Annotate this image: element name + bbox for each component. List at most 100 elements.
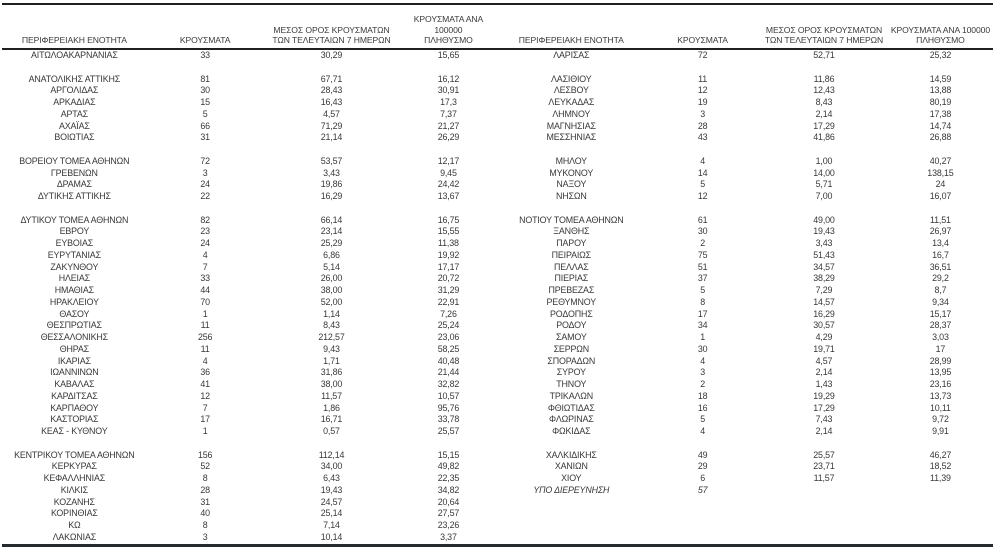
region-cell-right: ΧΙΟΥ: [561, 473, 582, 483]
region-cell-right: ΦΩΚΙΔΑΣ: [552, 426, 591, 436]
region-cell-right: ΜΑΓΝΗΣΙΑΣ: [546, 120, 596, 131]
avg7-cell-right: 4,57: [815, 355, 833, 366]
cases-cell-right: 3: [700, 108, 705, 119]
region-cell-left: ΙΩΑΝΝΙΝΩΝ: [50, 367, 99, 378]
cases-cell-left: 52: [200, 461, 210, 472]
avg7-cell-right: [760, 62, 888, 74]
cases-cell-right: 6: [700, 473, 705, 483]
table-row: ΙΩΑΝΝΙΝΩΝ 36 31,86 21,44 ΣΥΡΟΥ 3 2,14 13…: [2, 367, 993, 379]
region-cell-right: [497, 144, 645, 156]
region-cell-right: ΝΑΞΟΥ: [556, 179, 587, 190]
avg7-cell-left: 16,43: [320, 97, 343, 107]
avg7-cell-right: 30,57: [813, 320, 835, 331]
table-row: [2, 203, 993, 215]
per100k-cell-left: 20,64: [437, 496, 460, 507]
header-per100k-right-line1: ΚΡΟΥΣΜΑΤΑ ΑΝΑ 100000: [890, 24, 991, 35]
avg7-cell-left: 71,29: [320, 120, 343, 131]
per100k-cell-right: 26,97: [929, 226, 952, 237]
header-per100k-left-line1: ΚΡΟΥΣΜΑΤΑ ΑΝΑ 100000: [413, 14, 484, 35]
avg7-cell-right: 7,43: [815, 414, 833, 425]
cases-cell-left: 4: [202, 249, 208, 260]
cases-cell-right: 19: [697, 97, 708, 107]
cases-cell-right: 16: [697, 402, 708, 413]
per100k-cell-left: 3,37: [440, 531, 457, 542]
per100k-cell-right: 17: [935, 343, 946, 354]
avg7-cell-left: [264, 62, 400, 74]
avg7-cell-right: 51,43: [813, 249, 835, 260]
cases-cell-left: 1: [202, 426, 208, 436]
cases-cell-right: 51: [697, 261, 708, 272]
per100k-cell-left: 27,57: [437, 508, 460, 519]
avg7-cell-left: 8,43: [323, 320, 340, 331]
per100k-cell-right: 10,11: [930, 402, 951, 413]
region-cell-left: ΗΛΕΙΑΣ: [58, 273, 90, 284]
table-row: ΚΟΡΙΝΘΙΑΣ 40 25,14 27,57: [2, 508, 993, 520]
region-cell-left: ΚΕΡΚΥΡΑΣ: [51, 461, 97, 472]
cases-cell-left: 256: [197, 332, 213, 342]
cases-cell-right: 57: [697, 484, 708, 495]
cases-cell-left: 7: [202, 402, 208, 413]
region-cell-right: ΠΙΕΡΙΑΣ: [554, 273, 589, 284]
cases-cell-left: 81: [200, 73, 210, 84]
per100k-cell-left: [399, 438, 497, 450]
table-row: ΗΜΑΘΙΑΣ 44 38,00 31,29 ΠΡΕΒΕΖΑΣ 5 7,29 8…: [2, 285, 993, 297]
cases-cell-left: 23: [200, 226, 210, 237]
avg7-cell-right: 52,71: [813, 50, 835, 60]
cases-cell-right: 5: [700, 285, 705, 295]
per100k-cell-right: [888, 508, 993, 520]
per100k-cell-left: 15,65: [437, 50, 460, 60]
cases-cell-left: 8: [202, 520, 208, 530]
avg7-cell-left: 6,43: [323, 473, 340, 483]
table-row: [2, 62, 993, 74]
region-cell-right: ΣΥΡΟΥ: [556, 367, 586, 378]
cases-cell-right: 28: [697, 120, 708, 131]
avg7-cell-right: 1,43: [815, 379, 833, 389]
region-cell-right: ΣΕΡΡΩΝ: [553, 343, 590, 354]
per100k-cell-right: 11,39: [930, 473, 951, 483]
header-region-right-label: ΠΕΡΙΦΕΡΕΙΑΚΗ ΕΝΟΤΗΤΑ: [518, 35, 624, 46]
avg7-cell-left: 52,00: [320, 296, 343, 307]
avg7-cell-left: 3,43: [323, 167, 340, 178]
region-cell-right: ΤΗΝΟΥ: [556, 379, 587, 389]
cases-cell-right: 1: [700, 332, 705, 342]
avg7-cell-right: 7,00: [815, 191, 833, 201]
per100k-cell-left: 16,12: [437, 73, 460, 84]
cases-cell-right: [645, 203, 760, 215]
avg7-cell-right: 34,57: [813, 261, 835, 272]
avg7-cell-right: [760, 144, 888, 156]
per100k-cell-right: 23,16: [929, 379, 952, 389]
per100k-cell-right: 17,38: [929, 108, 952, 119]
per100k-cell-right: 25,32: [929, 50, 952, 60]
cases-cell-right: [645, 532, 760, 544]
cases-cell-left: 17: [200, 414, 210, 425]
header-avg7-right: ΜΕΣΟΣ ΟΡΟΣ ΚΡΟΥΣΜΑΤΩΝ ΤΩΝ ΤΕΛΕΥΤΑΙΩΝ 7 Η…: [760, 25, 888, 46]
cases-cell-right: 12: [697, 85, 708, 96]
per100k-cell-right: 14,74: [929, 120, 952, 131]
per100k-cell-right: 9,91: [932, 426, 949, 436]
cases-cell-right: 8: [700, 296, 705, 307]
per100k-cell-right: 9,34: [932, 296, 949, 307]
avg7-cell-right: 19,71: [813, 343, 835, 354]
per100k-cell-left: 23,26: [437, 520, 460, 530]
avg7-cell-left: 53,57: [320, 155, 343, 166]
avg7-cell-left: 38,00: [320, 379, 343, 389]
cases-cell-left: 3: [202, 167, 208, 178]
per100k-cell-right: 18,52: [929, 461, 952, 472]
cases-cell-left: [147, 438, 264, 450]
region-cell-right: [497, 508, 645, 520]
header-per100k-right-line2: ΠΛΗΘΥΣΜΟ: [916, 35, 965, 46]
region-cell-left: ΕΥΡΥΤΑΝΙΑΣ: [47, 249, 101, 260]
cases-cell-left: [147, 203, 264, 215]
avg7-cell-left: 4,57: [323, 108, 340, 119]
cases-cell-left: 4: [202, 355, 208, 366]
avg7-cell-left: 38,00: [320, 285, 343, 295]
avg7-cell-left: 11,57: [321, 390, 342, 401]
per100k-cell-left: 13,67: [437, 191, 460, 201]
region-cell-right: ΛΕΥΚΑΔΑΣ: [548, 97, 595, 107]
avg7-cell-left: 19,43: [320, 484, 343, 495]
per100k-cell-right: [888, 144, 993, 156]
per100k-cell-left: 25,24: [437, 320, 460, 331]
avg7-cell-right: 25,57: [813, 449, 835, 460]
cases-cell-left: 31: [200, 496, 210, 507]
avg7-cell-right: 3,43: [815, 238, 833, 248]
